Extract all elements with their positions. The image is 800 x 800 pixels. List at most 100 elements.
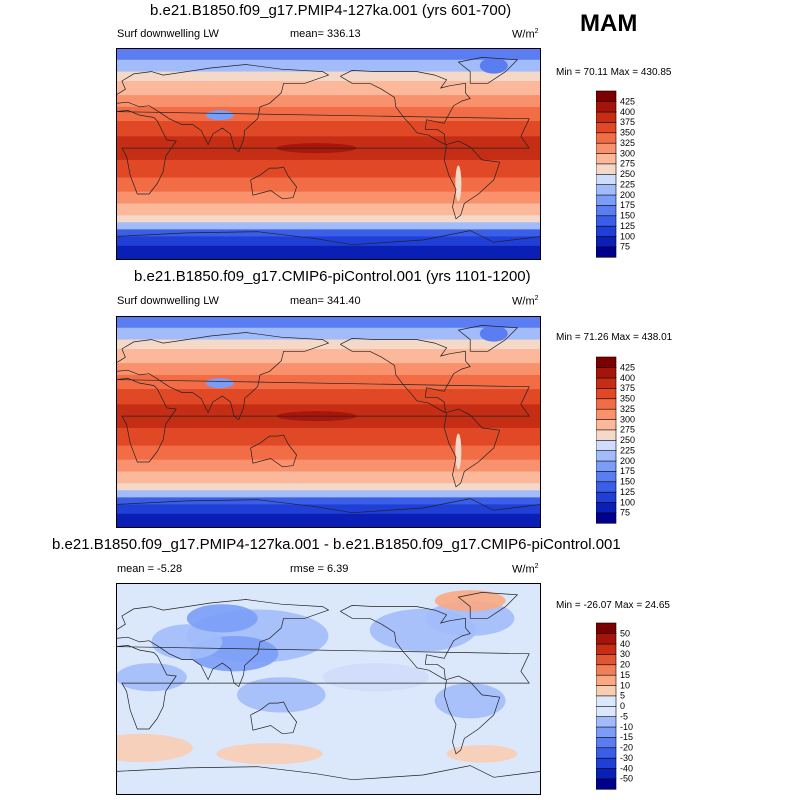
coastline	[457, 592, 519, 619]
colorbar-swatch	[596, 142, 617, 154]
colorbar-swatch	[596, 695, 617, 707]
lat-band	[116, 363, 541, 376]
lat-band	[116, 483, 541, 491]
panel2-minmax: Min = 71.26 Max = 438.01	[556, 332, 673, 343]
map-frame	[116, 316, 541, 528]
coastline	[250, 434, 297, 468]
panel3-rmse-label: rmse = 6.39	[290, 563, 349, 575]
coastline	[116, 64, 330, 153]
diff-anomaly-region	[186, 604, 258, 633]
colorbar-tick-label: 125	[620, 221, 635, 231]
colorbar-tick-label: 325	[620, 404, 635, 414]
panel1-units: W/m2	[512, 28, 539, 41]
panel1-minmax: Min = 70.11 Max = 430.85	[556, 67, 672, 78]
colorbar-swatch	[596, 163, 617, 175]
panel3-units: W/m2	[512, 563, 539, 576]
lat-band	[116, 215, 541, 223]
coastline	[443, 675, 501, 755]
season-label: MAM	[580, 10, 638, 37]
greenland-low-region	[479, 57, 508, 74]
coastline	[457, 325, 519, 352]
panel2-map	[116, 316, 541, 528]
colorbar-swatch	[596, 633, 617, 645]
colorbar-tick-label: 15	[620, 670, 630, 680]
colorbar-tick-label: 150	[620, 211, 635, 221]
colorbar-tick-label: 325	[620, 138, 635, 148]
colorbar-tick-label: 275	[620, 159, 635, 169]
colorbar-tick-label: 75	[620, 508, 630, 518]
coastline	[116, 599, 330, 688]
coastline	[250, 166, 297, 200]
colorbar-tick-label: 375	[620, 117, 635, 127]
panel1-variable-label: Surf downwelling LW	[117, 28, 219, 40]
colorbar-swatch	[596, 736, 617, 749]
colorbar-swatch	[596, 173, 617, 185]
colorbar-swatch	[596, 674, 617, 686]
panel3-map	[116, 583, 541, 795]
colorbar-swatch	[596, 439, 617, 451]
colorbar-swatch	[596, 101, 617, 113]
colorbar-tick-label: 225	[620, 445, 635, 455]
lat-band	[116, 203, 541, 216]
colorbar-swatch	[596, 121, 617, 134]
colorbar-swatch	[596, 246, 617, 258]
colorbar-tick-label: 250	[620, 169, 635, 179]
lat-band	[116, 348, 541, 364]
colorbar-tick-label: 175	[620, 200, 635, 210]
coastline	[116, 110, 530, 195]
lat-band	[116, 339, 541, 350]
panel2-colorbar: 7510012515017520022525027530032535037540…	[596, 356, 635, 524]
panel1-title: b.e21.B1850.f09_g17.PMIP4-127ka.001 (yrs…	[150, 2, 512, 19]
colorbar-tick-label: -20	[620, 743, 633, 753]
tibet-low-region	[205, 378, 234, 389]
colorbar-tick-label: 0	[620, 701, 625, 711]
lat-band	[116, 191, 541, 204]
map-frame	[116, 583, 541, 795]
colorbar-swatch	[596, 716, 617, 728]
lat-band	[116, 427, 541, 447]
coastline	[116, 230, 541, 246]
colorbar-swatch	[596, 132, 617, 144]
panel2-units: W/m2	[512, 295, 539, 308]
colorbar-swatch	[596, 356, 617, 368]
colorbar-swatch	[596, 204, 617, 217]
colorbar-swatch	[596, 377, 617, 389]
coastline	[443, 408, 501, 488]
colorbar-swatch	[596, 622, 617, 634]
colorbar-swatch	[596, 726, 617, 738]
lat-band	[116, 106, 541, 122]
panel1-map	[116, 48, 541, 260]
colorbar-swatch	[596, 215, 617, 227]
colorbar-tick-label: 100	[620, 231, 635, 241]
coastline	[443, 140, 501, 220]
lat-band	[116, 497, 541, 505]
lat-band	[116, 95, 541, 108]
panel1-mean-label: mean= 336.13	[290, 28, 361, 40]
lat-band	[116, 316, 541, 329]
colorbar-tick-label: -15	[620, 732, 633, 742]
colorbar-swatch	[596, 501, 617, 514]
coastline	[457, 57, 519, 84]
lat-band	[116, 121, 541, 137]
lat-band	[116, 504, 541, 515]
colorbar-swatch	[596, 418, 617, 431]
colorbar-swatch	[596, 512, 617, 524]
colorbar-tick-label: 300	[620, 148, 635, 158]
lat-band	[116, 327, 541, 341]
colorbar-swatch	[596, 778, 617, 790]
lat-band	[116, 229, 541, 237]
colorbar-tick-label: 175	[620, 466, 635, 476]
colorbar-swatch	[596, 705, 617, 717]
panel3-title: b.e21.B1850.f09_g17.PMIP4-127ka.001 - b.…	[52, 536, 621, 553]
colorbar-tick-label: 100	[620, 497, 635, 507]
panel3-minmax: Min = -26.07 Max = 24.65	[556, 600, 670, 611]
tibet-low-region	[205, 110, 234, 121]
coastline	[340, 338, 471, 414]
colorbar-tick-label: 375	[620, 383, 635, 393]
colorbar-tick-label: -40	[620, 763, 633, 773]
colorbar-tick-label: 50	[620, 628, 630, 638]
panel2-mean-label: mean= 341.40	[290, 295, 361, 307]
colorbar-swatch	[596, 235, 617, 248]
lat-band	[116, 490, 541, 498]
